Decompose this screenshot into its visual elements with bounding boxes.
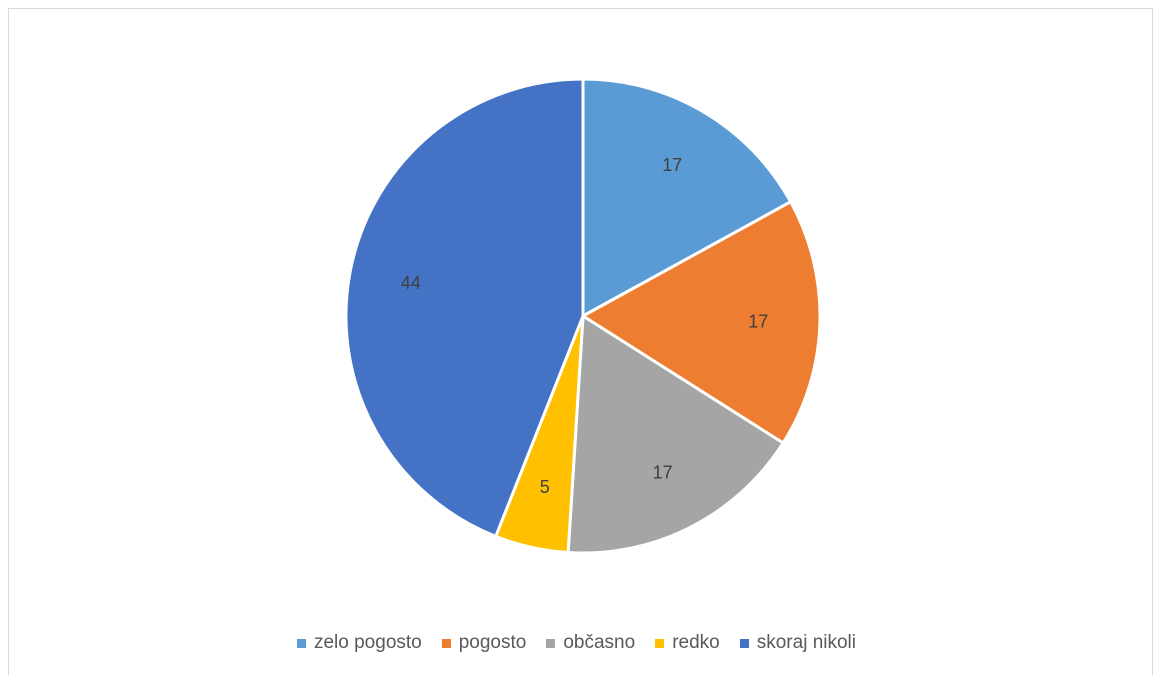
legend-label: skoraj nikoli [756,632,856,653]
legend-swatch [441,638,451,648]
legend: zelo pogosto pogosto občasno redko skora… [0,632,1153,654]
legend-item-zelo-pogosto[interactable]: zelo pogosto [296,632,422,654]
legend-item-redko[interactable]: redko [655,632,720,654]
data-label: 17 [748,312,768,332]
legend-item-pogosto[interactable]: pogosto [441,632,527,654]
pie-slice-občasno[interactable] [566,314,785,555]
data-label: 44 [401,273,421,293]
data-label: 17 [662,155,682,175]
legend-swatch [546,638,556,648]
legend-swatch [655,638,665,648]
pie-slice-skoraj-nikoli[interactable] [344,77,585,538]
pie-slice-pogosto[interactable] [581,200,822,445]
legend-item-obcasno[interactable]: občasno [546,632,635,654]
legend-label: redko [672,632,720,653]
legend-label: zelo pogosto [313,632,422,653]
legend-label: občasno [563,632,636,653]
pie-slice-zelo-pogosto[interactable] [581,77,793,318]
pie-slices [344,77,822,555]
data-label: 17 [653,462,673,482]
legend-swatch [739,638,749,648]
legend-item-skoraj-nikoli[interactable]: skoraj nikoli [739,632,856,654]
pie-data-labels: 17 17 17 5 44 [401,155,769,497]
data-label: 5 [540,477,550,497]
legend-swatch [296,638,306,648]
legend-label: pogosto [458,632,527,653]
